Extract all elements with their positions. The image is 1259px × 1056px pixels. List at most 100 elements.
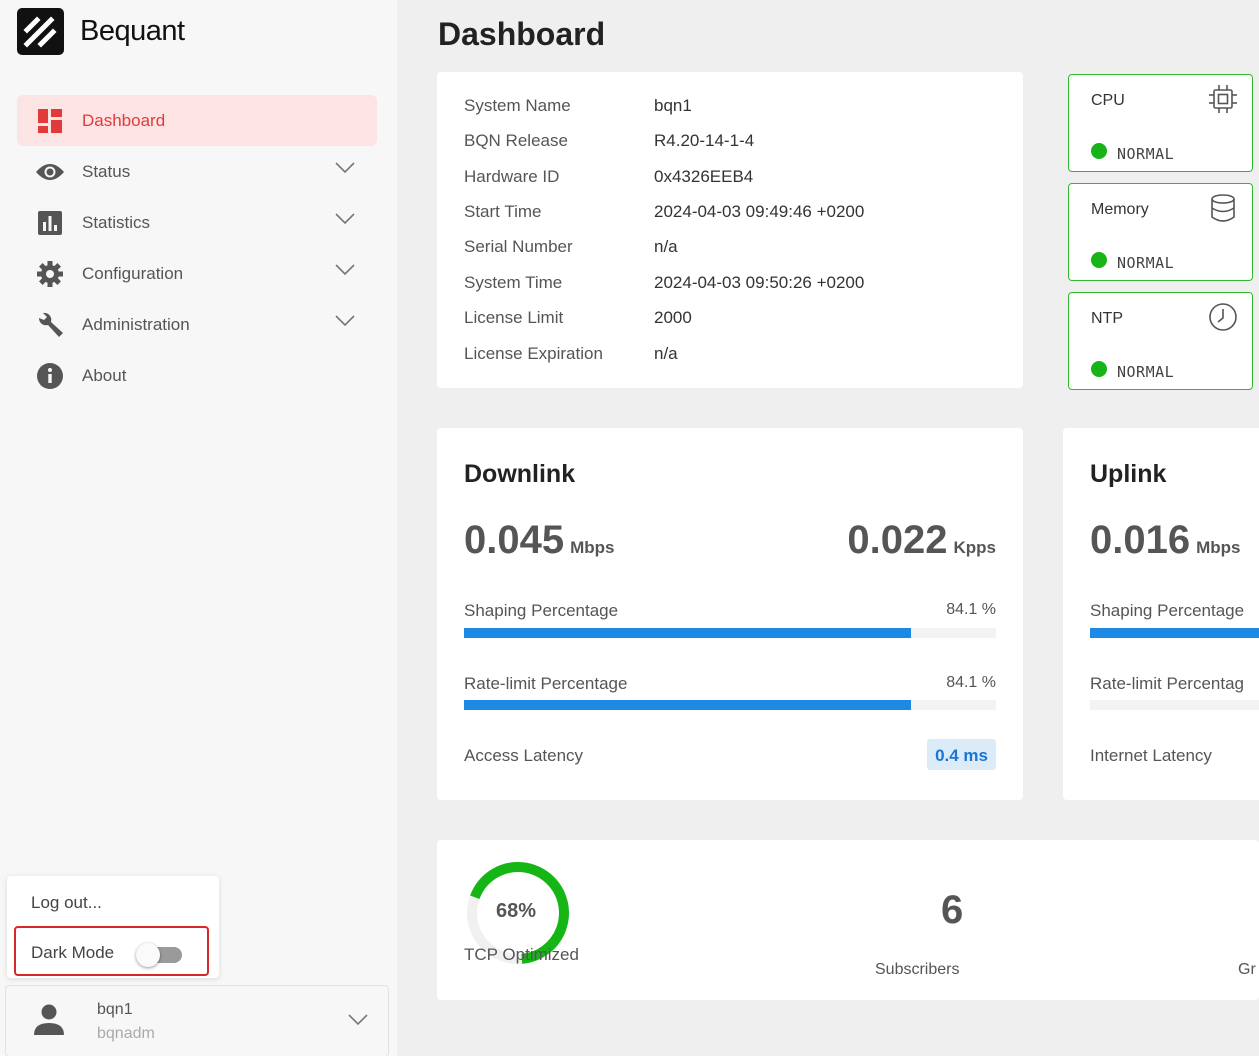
info-value: R4.20-14-1-4 [654,131,755,150]
info-value: 2000 [654,308,692,327]
nav-label: Administration [82,314,190,334]
latency-label: Internet Latency [1090,746,1212,765]
chevron-down-icon[interactable] [335,263,355,281]
info-value: bqn1 [654,96,692,115]
gear-icon [35,259,65,289]
cpu-chip-icon [1208,84,1238,119]
throughput-unit: Mbps [570,538,615,557]
packets-unit: Kpps [953,538,997,557]
ratelimit-label: Rate-limit Percentag [1090,674,1245,693]
dark-mode-toggle[interactable] [136,942,184,967]
info-value: n/a [654,344,678,363]
throughput-unit: Mbps [1196,538,1241,557]
page-title: Dashboard [438,16,606,52]
clipped-metric-label: Gr [1238,961,1256,978]
card-title: Uplink [1090,460,1167,488]
uplink-card: Uplink 0.016 Mbps Shaping Percentage Rate… [1063,428,1259,800]
info-key: Hardware ID [464,167,560,186]
nav-label: Configuration [82,263,184,283]
shaping-label: Shaping Percentage [1090,601,1245,620]
shaping-progress-bar [1090,628,1259,638]
info-icon [35,361,65,391]
ratelimit-progress-bar [464,700,996,710]
nav-item-about[interactable]: About [17,350,377,401]
logout-menu-item[interactable]: Log out... [31,893,102,912]
clock-icon [1208,302,1238,337]
dark-mode-label: Dark Mode [31,943,115,962]
shaping-label: Shaping Percentage [464,601,619,620]
info-value: n/a [654,237,678,256]
dashboard-icon [35,106,65,136]
ratelimit-label: Rate-limit Percentage [464,674,628,693]
chevron-down-icon[interactable] [335,161,355,179]
database-icon [1208,193,1238,228]
avatar-icon [32,1002,66,1041]
ratelimit-value: 84.1 % [946,674,996,691]
system-info-card: System Name bqn1 BQN Release R4.20-14-1-4 … [437,72,1023,388]
tcp-optimized-gauge [467,862,569,964]
memory-status-card[interactable]: Memory NORMAL [1068,183,1253,281]
info-key: BQN Release [464,131,568,150]
nav-item-status[interactable]: Status [17,146,377,197]
app-name: Bequant [80,15,185,47]
tcp-percent: 68% [496,900,537,922]
info-key: System Name [464,96,571,115]
downlink-card: Downlink 0.045 Mbps 0.022 Kpps Shaping Per… [437,428,1023,800]
summary-card: 68% TCP Optimized 6 Subscribers Gr [437,840,1259,1000]
dark-mode-menu-item[interactable]: Dark Mode [14,926,209,976]
eye-icon [35,157,65,187]
progress-fill [1090,628,1259,638]
logo[interactable]: Bequant [17,8,185,55]
progress-fill [464,628,912,638]
card-title: Downlink [464,460,576,488]
throughput-value: 0.016 [1090,518,1191,562]
info-key: Serial Number [464,237,573,256]
nav-label: Statistics [82,212,151,232]
nav-item-configuration[interactable]: Configuration [17,248,377,299]
status-name: Memory [1091,201,1149,218]
downlink-packets: 0.022 Kpps [847,518,996,563]
status-indicator [1091,361,1107,377]
status-indicator [1091,252,1107,268]
info-value: 0x4326EEB4 [654,167,754,186]
nav-label: About [82,365,127,385]
throughput-value: 0.045 [464,518,565,562]
shaping-progress-bar [464,628,996,638]
nav-item-statistics[interactable]: Statistics [17,197,377,248]
status-name: NTP [1091,310,1123,327]
info-key: License Expiration [464,344,603,363]
user-name: bqn1 [97,1001,133,1018]
user-menu-popup: Log out... Dark Mode [7,876,219,978]
uplink-throughput: 0.016 Mbps [1090,518,1241,563]
subscribers-count: 6 [941,888,964,932]
sidebar: Bequant Dashboard Status Statistics [0,0,397,1056]
info-value: 2024-04-03 09:50:26 +0200 [654,273,865,292]
info-key: Start Time [464,202,542,221]
user-account-box[interactable]: bqn1 bqnadm [5,985,389,1056]
ratelimit-progress-bar [1090,700,1259,710]
nav-item-dashboard[interactable]: Dashboard [17,95,377,146]
toggle-thumb [136,943,160,967]
nav-menu: Dashboard Status Statistics Configur [17,95,377,401]
downlink-throughput: 0.045 Mbps [464,518,615,563]
bar-chart-icon [35,208,65,238]
nav-label: Status [82,161,131,181]
chevron-down-icon[interactable] [348,1013,368,1031]
info-key: License Limit [464,308,564,327]
chevron-down-icon[interactable] [335,212,355,230]
nav-item-administration[interactable]: Administration [17,299,377,350]
cpu-status-card[interactable]: CPU NORMAL [1068,74,1253,172]
status-text: NORMAL [1117,145,1175,163]
info-value: 2024-04-03 09:49:46 +0200 [654,202,865,221]
bequant-logo-icon [17,8,64,55]
user-role: bqnadm [97,1025,155,1042]
subscribers-label: Subscribers [875,961,960,978]
chevron-down-icon[interactable] [335,314,355,332]
nav-label: Dashboard [82,110,166,130]
ntp-status-card[interactable]: NTP NORMAL [1068,292,1253,390]
status-indicator [1091,143,1107,159]
latency-badge: 0.4 ms [927,739,996,770]
progress-fill [464,700,912,710]
packets-value: 0.022 [847,518,948,562]
shaping-value: 84.1 % [946,601,996,618]
